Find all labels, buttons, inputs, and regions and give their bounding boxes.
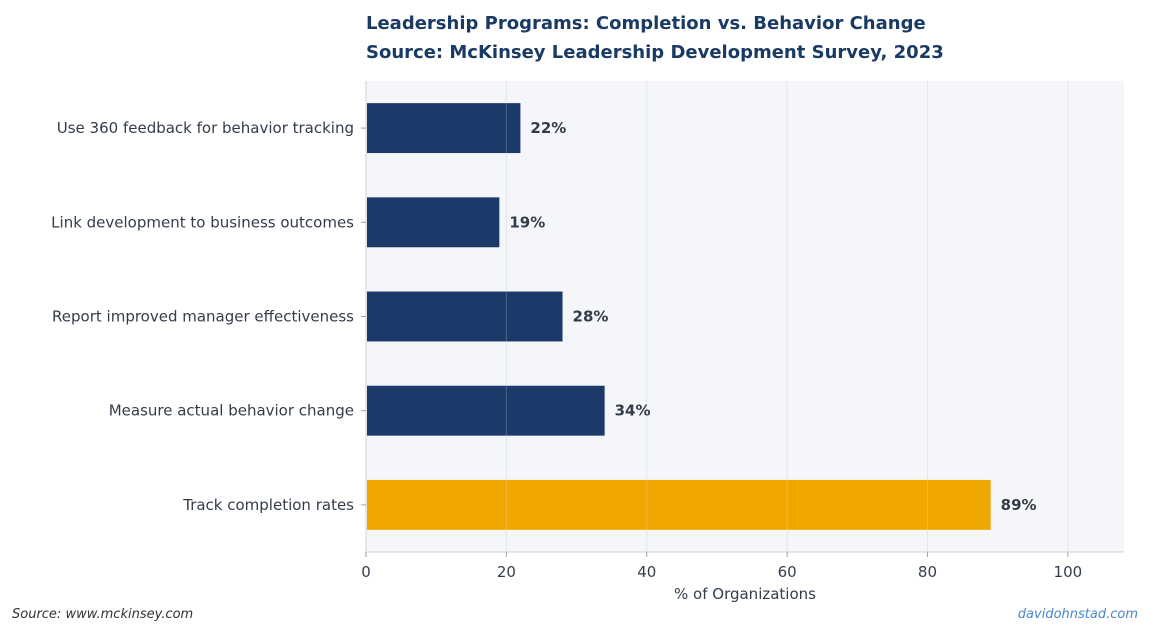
chart-title: Leadership Programs: Completion vs. Beha… — [366, 13, 926, 34]
value-label: 89% — [1001, 496, 1037, 514]
bars — [367, 103, 991, 530]
x-tick-label: 20 — [497, 563, 516, 581]
bar — [367, 385, 605, 436]
bar — [367, 103, 521, 154]
x-axis-label: % of Organizations — [674, 585, 816, 603]
grid-lines-overlay — [505, 81, 1069, 552]
value-labels: 22% 19% 28% 34% 89% — [509, 119, 1036, 514]
y-tick-label: Measure actual behavior change — [109, 402, 354, 420]
x-tick-label: 80 — [918, 563, 937, 581]
bar — [367, 479, 991, 530]
x-tick-labels: 0 20 40 60 80 100 — [361, 552, 1082, 581]
y-tick-label: Report improved manager effectiveness — [52, 308, 354, 326]
footer-source: Source: www.mckinsey.com — [12, 607, 194, 622]
footer-credit-link[interactable]: davidohnstad.com — [1017, 607, 1138, 622]
x-tick-label: 60 — [778, 563, 797, 581]
value-label: 19% — [509, 213, 545, 231]
y-tick-label: Track completion rates — [182, 496, 354, 514]
bar — [367, 291, 563, 342]
y-tick-labels: Use 360 feedback for behavior tracking Li… — [51, 119, 366, 514]
x-tick-label: 40 — [637, 563, 656, 581]
grid-lines — [505, 81, 1069, 552]
x-tick-label: 0 — [361, 563, 371, 581]
y-tick-label: Use 360 feedback for behavior tracking — [57, 119, 354, 137]
value-label: 34% — [615, 402, 651, 420]
value-label: 28% — [573, 308, 609, 326]
value-label: 22% — [530, 119, 566, 137]
bar — [367, 197, 500, 248]
y-tick-label: Link development to business outcomes — [51, 213, 354, 231]
chart-subtitle: Source: McKinsey Leadership Development … — [366, 42, 944, 63]
x-tick-label: 100 — [1054, 563, 1083, 581]
